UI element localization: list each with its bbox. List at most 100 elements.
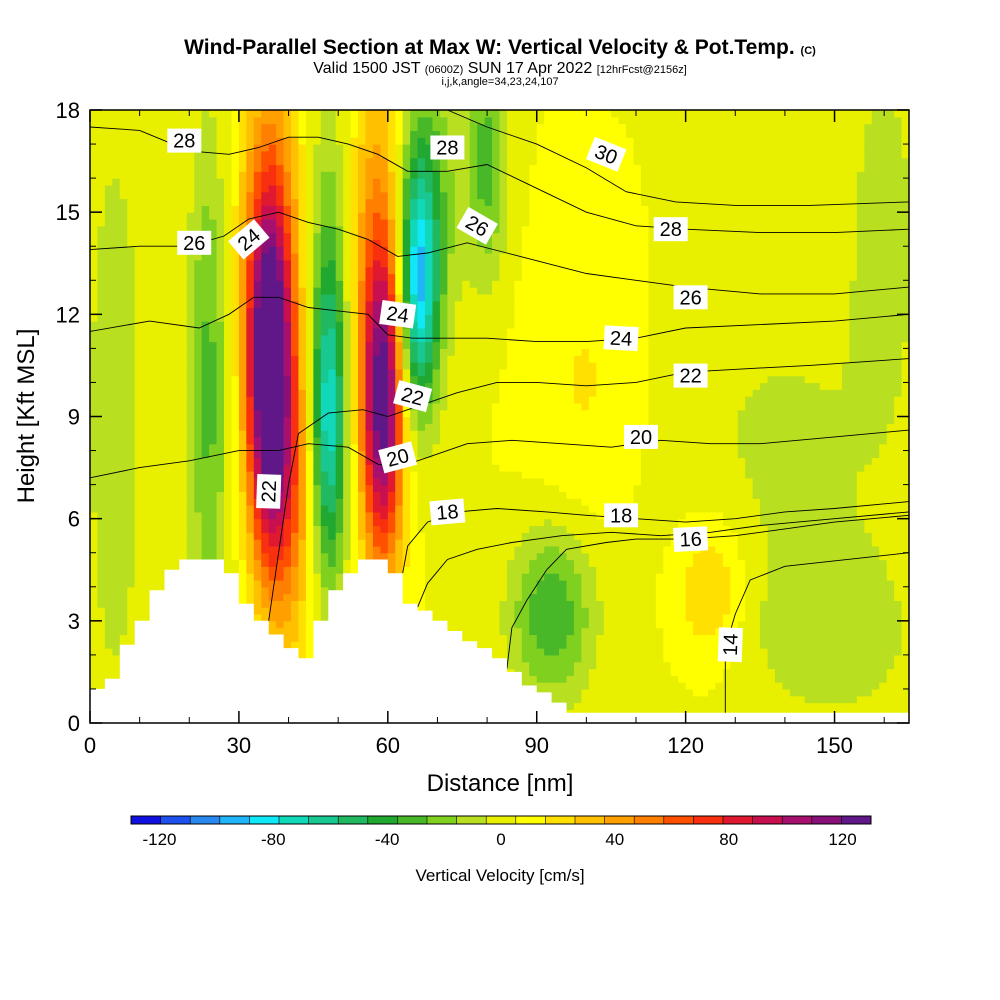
velocity-cell [224,191,233,200]
velocity-cell [477,484,486,493]
velocity-cell [291,253,300,261]
velocity-cell [358,464,367,472]
velocity-cell [358,539,367,547]
velocity-cell [246,552,255,561]
velocity-cell [216,409,225,418]
velocity-cell [90,110,99,118]
velocity-cell [350,348,359,356]
velocity-cell [372,266,381,275]
velocity-cell [209,423,218,431]
velocity-cell [492,314,501,322]
velocity-cell [134,389,143,397]
velocity-cell [492,232,501,241]
velocity-cell [134,614,143,622]
velocity-cell [305,532,314,540]
velocity-cell [112,212,121,220]
velocity-cell [246,423,255,431]
velocity-cell [298,539,307,547]
velocity-cell [298,600,307,608]
velocity-cell [283,157,292,166]
velocity-cell [372,212,381,220]
velocity-cell [410,198,419,206]
velocity-cell [134,273,143,281]
velocity-cell [238,198,247,206]
velocity-cell [179,505,188,513]
velocity-cell [283,552,292,561]
velocity-cell [238,436,247,445]
velocity-cell [432,559,441,567]
velocity-cell [395,191,404,200]
velocity-cell [477,293,486,302]
velocity-cell [194,477,203,486]
velocity-cell [365,382,374,390]
velocity-cell [171,457,180,465]
velocity-cell [469,402,478,411]
velocity-cell [112,620,121,629]
velocity-cell [127,593,136,601]
velocity-cell [164,443,173,452]
velocity-cell [328,205,337,213]
velocity-cell [238,539,247,547]
velocity-cell [246,130,255,138]
velocity-cell [454,464,463,472]
velocity-cell [328,409,337,418]
velocity-cell [112,423,121,431]
velocity-cell [231,171,240,179]
velocity-cell [134,259,143,268]
velocity-cell [238,348,247,356]
velocity-cell [134,164,143,172]
velocity-cell [276,423,285,431]
velocity-cell [372,341,381,349]
velocity-cell [238,450,247,458]
velocity-cell [104,321,113,329]
velocity-cell [395,273,404,281]
velocity-cell [142,423,151,431]
velocity-cell [134,443,143,452]
velocity-cell [484,443,493,452]
velocity-cell [171,525,180,533]
velocity-cell [402,491,411,499]
velocity-cell [231,253,240,261]
velocity-cell [417,368,426,377]
velocity-cell [305,457,314,465]
velocity-cell [410,573,419,581]
velocity-cell [462,477,471,486]
velocity-cell [372,321,381,329]
velocity-cell [164,123,173,132]
velocity-cell [142,144,151,152]
velocity-cell [454,402,463,411]
velocity-cell [350,137,359,145]
velocity-cell [291,116,300,125]
velocity-cell [313,232,322,241]
velocity-cell [313,110,322,118]
velocity-cell [492,545,501,554]
velocity-cell [127,191,136,200]
velocity-cell [387,266,396,275]
velocity-cell [462,532,471,540]
velocity-cell [97,246,106,254]
velocity-cell [283,525,292,533]
velocity-cell [119,586,128,595]
velocity-cell [119,627,128,636]
velocity-cell [186,116,195,125]
velocity-cell [112,443,121,452]
velocity-cell [425,246,434,254]
velocity-cell [276,532,285,540]
velocity-cell [112,600,121,608]
velocity-cell [112,321,121,329]
velocity-cell [305,368,314,377]
velocity-cell [142,116,151,125]
velocity-cell [432,355,441,363]
velocity-cell [261,600,270,608]
velocity-cell [246,416,255,424]
velocity-cell [298,362,307,370]
velocity-cell [372,225,381,234]
velocity-cell [313,150,322,159]
velocity-cell [439,368,448,377]
velocity-cell [402,511,411,520]
velocity-cell [261,191,270,200]
velocity-cell [320,484,329,493]
velocity-cell [432,607,441,615]
velocity-cell [387,436,396,445]
velocity-cell [298,246,307,254]
